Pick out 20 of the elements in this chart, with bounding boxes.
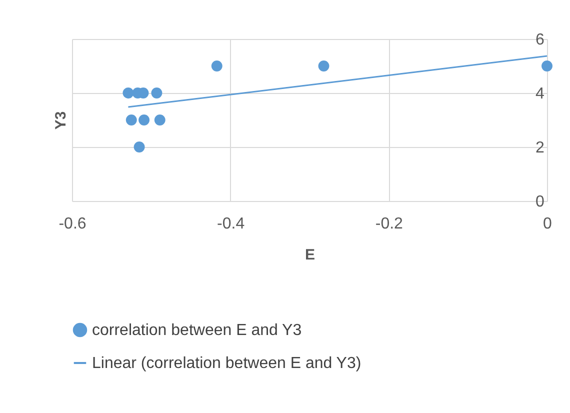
point — [542, 60, 552, 72]
legend-label: correlation between E and Y3 — [92, 322, 302, 339]
point — [154, 114, 166, 126]
point — [151, 88, 162, 98]
point — [134, 142, 145, 152]
y-tick-label: 0 — [536, 194, 544, 210]
x-axis-title: E — [304, 246, 316, 264]
point — [126, 114, 137, 126]
x-tick-label: -0.6 — [58, 216, 86, 232]
point — [138, 114, 150, 126]
point — [122, 88, 134, 98]
legend-label: Linear (correlation between E and Y3) — [92, 355, 362, 372]
point — [211, 60, 222, 72]
x-tick-label: -0.4 — [217, 216, 245, 232]
y-tick-label: 2 — [536, 140, 544, 156]
point — [318, 60, 330, 72]
y-axis-title: Y3 — [52, 111, 70, 130]
y-tick-label: 6 — [536, 32, 544, 48]
x-tick-label: -0.2 — [375, 216, 404, 232]
y-tick-label: 4 — [536, 86, 544, 102]
